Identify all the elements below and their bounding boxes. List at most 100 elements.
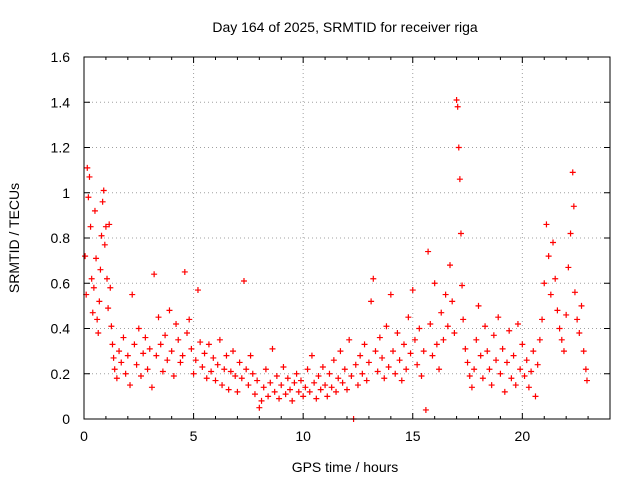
data-point [291, 379, 298, 386]
data-point [221, 366, 228, 373]
data-point [554, 307, 561, 314]
data-point [276, 395, 283, 402]
data-point [278, 382, 285, 389]
data-point [324, 393, 331, 400]
y-tick-label: 0.4 [51, 321, 71, 337]
x-tick-label: 0 [80, 428, 88, 444]
data-point [265, 393, 272, 400]
data-point [532, 393, 539, 400]
data-point [460, 316, 467, 323]
data-point [473, 336, 480, 343]
data-point [107, 284, 114, 291]
data-point [420, 348, 427, 355]
data-point [197, 339, 204, 346]
data-point [82, 253, 89, 260]
data-point [262, 366, 269, 373]
data-point [105, 305, 112, 312]
y-axis-label: SRMTID / TECUs [6, 183, 22, 293]
data-point [456, 176, 463, 183]
data-point [418, 373, 425, 380]
data-point [368, 298, 375, 305]
data-point [256, 404, 263, 411]
data-point [495, 314, 502, 321]
data-point [166, 307, 173, 314]
data-point [374, 368, 381, 375]
x-tick-label: 15 [405, 428, 421, 444]
data-point [99, 198, 106, 205]
data-point [552, 275, 559, 282]
data-point [232, 373, 239, 380]
data-point [208, 368, 215, 375]
data-point [390, 348, 397, 355]
data-point [243, 366, 250, 373]
data-point [313, 395, 320, 402]
data-point [462, 345, 469, 352]
data-points [82, 96, 590, 422]
data-point [550, 239, 557, 246]
data-point [151, 271, 158, 278]
data-point [558, 336, 565, 343]
data-point [583, 377, 590, 384]
data-point [251, 391, 258, 398]
data-point [563, 311, 570, 318]
data-point [451, 330, 458, 337]
data-point [113, 375, 120, 382]
data-point [247, 352, 254, 359]
data-point [376, 334, 383, 341]
data-point [90, 284, 97, 291]
data-point [86, 173, 93, 180]
data-point [133, 361, 140, 368]
data-point [203, 375, 210, 382]
data-point [508, 375, 515, 382]
data-point [484, 348, 491, 355]
data-point [140, 350, 147, 357]
data-point [528, 368, 535, 375]
data-point [479, 375, 486, 382]
data-point [407, 350, 414, 357]
data-point [225, 386, 232, 393]
data-point [387, 291, 394, 298]
data-point [199, 363, 206, 370]
data-point [186, 316, 193, 323]
data-point [512, 382, 519, 389]
data-point [570, 203, 577, 210]
data-point [344, 386, 350, 393]
data-point [84, 164, 91, 171]
data-point [576, 330, 583, 337]
data-point [363, 377, 370, 384]
data-point [267, 379, 274, 386]
data-point [122, 370, 129, 377]
data-point [109, 341, 116, 348]
data-point [295, 388, 302, 395]
data-point [254, 377, 261, 384]
data-point [499, 345, 506, 352]
x-tick-label: 20 [515, 428, 531, 444]
data-point [569, 169, 576, 176]
data-point [346, 336, 353, 343]
data-point [129, 291, 136, 298]
data-point [438, 309, 445, 316]
data-point [308, 352, 315, 359]
data-point [444, 323, 451, 330]
data-point [582, 366, 589, 373]
data-point [398, 377, 405, 384]
data-point [142, 334, 149, 341]
data-point [210, 354, 217, 361]
data-point [416, 325, 423, 332]
data-point [330, 357, 337, 364]
data-point [155, 314, 162, 321]
data-point [168, 348, 175, 355]
data-point [280, 363, 287, 370]
data-point [249, 370, 256, 377]
data-point [392, 370, 399, 377]
tick-labels: 0 5 10 15 20 0 0.2 0.4 0.6 0.8 1 1.2 1.4 1.6 [51, 49, 531, 444]
data-point [436, 366, 443, 373]
data-point [422, 406, 429, 413]
data-point [293, 370, 300, 377]
data-point [442, 291, 449, 298]
data-point [304, 366, 311, 373]
data-point [95, 330, 102, 337]
data-point [567, 230, 574, 237]
data-point [348, 373, 355, 380]
data-point [466, 373, 473, 380]
